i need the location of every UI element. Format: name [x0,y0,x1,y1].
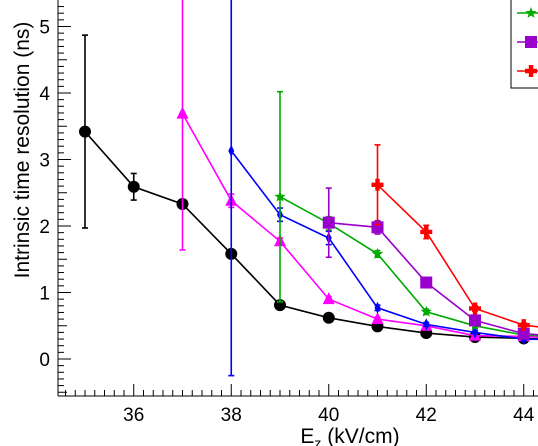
data-point [525,65,537,78]
y-tick-label: 1 [39,284,50,305]
data-point [322,216,335,229]
data-point [517,319,530,332]
data-point [525,7,537,18]
x-tick-label: 36 [123,405,144,426]
series-line [230,150,538,341]
data-point [228,144,235,157]
x-tick-label: 38 [221,405,242,426]
x-tick-label: 42 [416,405,437,426]
x-axis-title: Ez (kV/cm) [300,425,399,446]
data-point [469,314,481,327]
x-tick-label: 44 [513,405,535,426]
data-point [322,292,335,305]
data-point [517,327,530,340]
data-point [472,326,478,339]
data-point [423,318,430,331]
series-layer [79,0,538,377]
data-point [371,312,384,325]
y-axis-title: Intrinsic time resolution (ns) [11,22,34,279]
data-point [420,225,433,238]
y-tick-label: 3 [39,151,50,172]
data-point [525,36,537,48]
data-point [420,305,432,317]
data-point [374,301,381,314]
x-tick-label: 40 [318,405,339,426]
data-point [371,247,384,259]
series-line [328,221,538,336]
series-4 [322,187,538,340]
data-point [420,276,433,289]
series-3 [274,90,538,340]
data-point [176,106,189,119]
legend [510,0,538,89]
data-point [274,190,286,202]
data-point [371,178,384,191]
y-tick-label: 0 [39,350,50,371]
series-5 [371,144,538,332]
y-tick-label: 5 [39,18,50,39]
series-line [376,184,538,328]
data-point [127,180,140,193]
data-point [469,302,481,315]
y-tick-label: 4 [39,84,50,105]
data-point [322,311,335,324]
y-tick-label: 2 [39,217,50,238]
axes: 36 38 40 42 44 0 1 2 3 4 5 [39,0,538,426]
data-point [79,125,91,138]
